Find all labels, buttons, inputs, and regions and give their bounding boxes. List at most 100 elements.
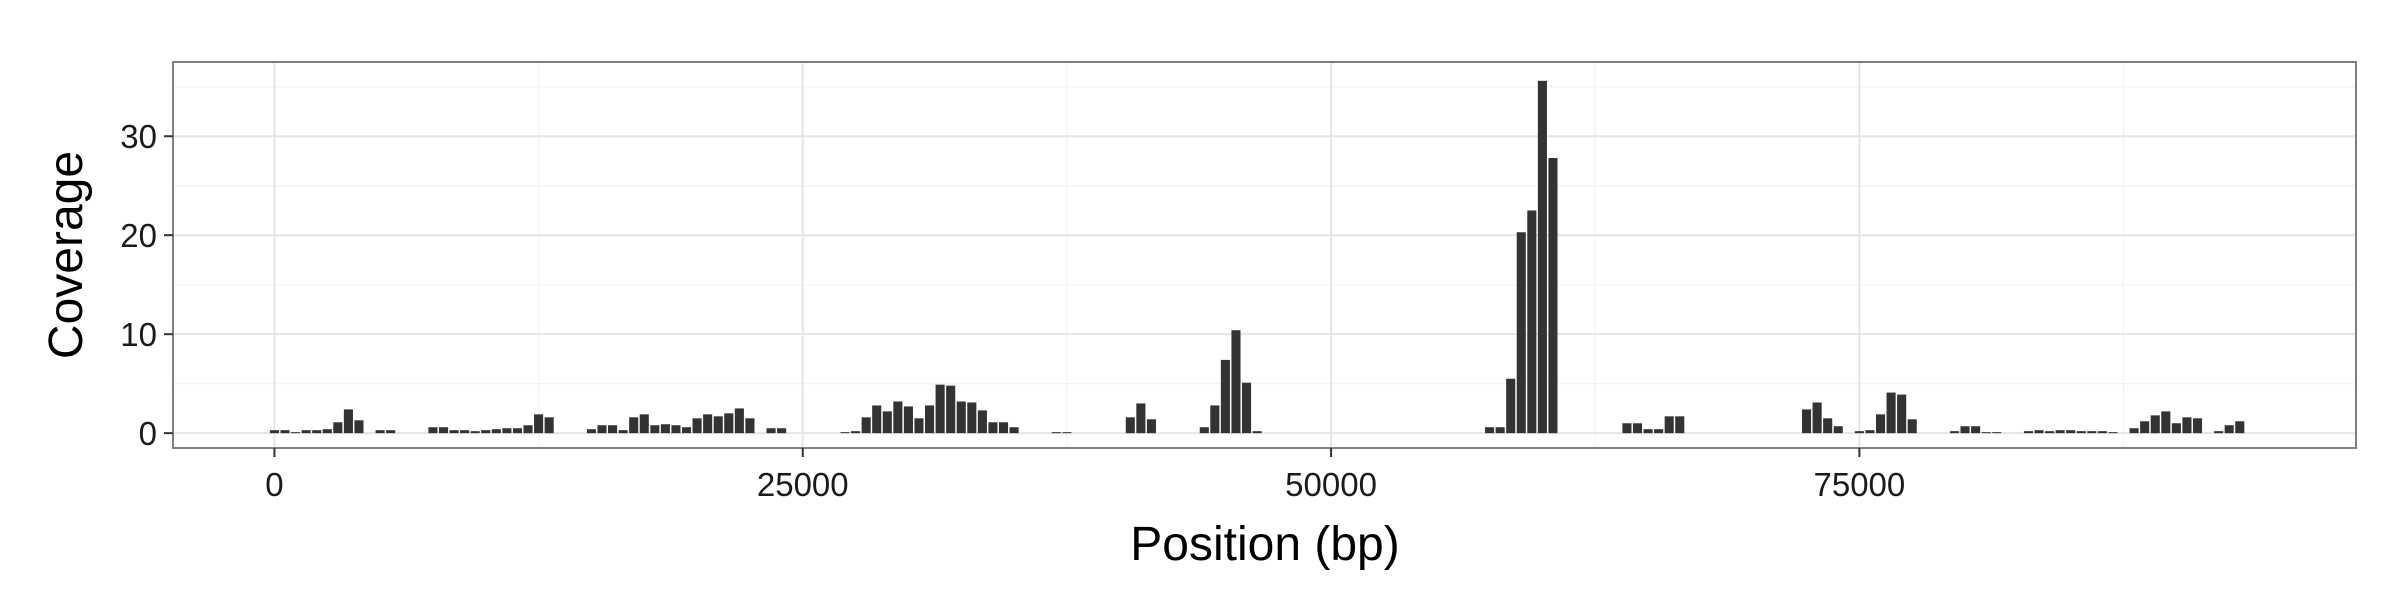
coverage-bar [523,425,533,434]
panel-border [172,61,2357,449]
coverage-bar [354,420,364,434]
coverage-bar [2097,431,2107,434]
tick-labels: 0 25000 50000 75000 0 10 20 30 [120,118,1905,503]
panel-background [173,62,2356,448]
coverage-bar [2192,418,2203,434]
coverage-bar [597,425,607,434]
coverage-bar [1622,423,1632,434]
x-tick-label: 0 [265,466,283,503]
coverage-bar [1231,330,1241,434]
bars [269,80,2245,434]
coverage-bar [946,385,956,434]
coverage-bar [1125,417,1135,434]
y-tick-label: 0 [139,415,157,452]
coverage-bar [502,428,512,434]
coverage-bar [777,428,787,434]
coverage-bar [491,429,501,434]
y-tick-label: 20 [120,217,157,254]
coverage-bar [1527,210,1537,434]
coverage-bar [956,401,966,434]
coverage-bar [1654,429,1664,434]
coverage-bar [1252,431,1262,434]
coverage-bar [903,406,913,434]
coverage-bar [872,405,882,434]
coverage-bar [1981,432,1991,434]
coverage-bar [1051,432,1061,434]
coverage-bar [766,428,776,434]
coverage-bar [925,405,935,434]
coverage-bar [713,416,723,434]
coverage-bar [882,411,892,434]
coverage-bar [2023,431,2033,434]
coverage-bar [692,418,702,434]
coverage-bar [1516,232,1526,434]
coverage-bar [2076,431,2086,434]
coverage-bar [1643,429,1653,434]
coverage-bar [1241,382,1252,434]
coverage-bar [269,430,279,434]
coverage-bar [1485,427,1495,434]
coverage-bar [2150,415,2160,434]
coverage-bar [967,402,977,434]
coverage-bar [745,418,755,434]
coverage-bar [914,418,924,434]
coverage-bar [2171,423,2181,434]
coverage-bar [1992,432,2002,434]
x-tick-label: 75000 [1814,466,1906,503]
coverage-bar [544,417,554,434]
coverage-bar [449,430,459,434]
coverage-bar [1875,414,1886,434]
coverage-bar [322,429,332,434]
coverage-bar [998,422,1009,434]
coverage-bar [1136,403,1146,434]
coverage-bar [629,417,639,434]
coverage-bar [2140,421,2150,434]
coverage-bar [291,432,301,434]
coverage-bar [2182,417,2192,434]
coverage-bar [1537,80,1547,434]
y-axis-title: Coverage [40,151,93,359]
coverage-bar [2235,421,2245,434]
coverage-bar [586,429,596,434]
coverage-bar [534,414,544,434]
coverage-bar [1210,405,1220,434]
coverage-bar [481,430,491,434]
coverage-bar [1960,426,1970,434]
coverage-bar [851,431,861,434]
coverage-bar [2214,431,2224,434]
coverage-bar [1823,418,1833,434]
coverage-bar [386,430,396,434]
coverage-bar [1854,431,1864,434]
coverage-bar [375,430,385,434]
coverage-bar [840,432,850,434]
coverage-bar [893,401,903,434]
coverage-bar [1146,419,1156,434]
coverage-bar [470,431,480,434]
coverage-bar [312,430,322,434]
coverage-bar [703,414,713,434]
coverage-bar [1632,423,1643,434]
coverage-bar [977,410,987,434]
coverage-bar [438,427,449,434]
y-tick-label: 30 [120,118,157,155]
coverage-bar [861,417,871,434]
coverage-bar [2129,428,2139,434]
coverage-bar [1949,431,1960,434]
coverage-bar [460,430,470,434]
coverage-bar [1802,409,1812,434]
coverage-bar [2045,431,2055,434]
coverage-bar [734,408,744,434]
coverage-bar [301,430,311,434]
coverage-bar [618,430,628,434]
coverage-bar [1495,427,1505,434]
coverage-bar [1833,426,1843,434]
coverage-bar [1548,158,1558,434]
coverage-bar [1220,359,1230,434]
coverage-bar [639,414,649,434]
axes [164,135,1861,457]
coverage-bar [650,425,660,434]
coverage-bar [1199,427,1209,434]
coverage-bar [2034,430,2044,434]
coverage-bar [724,413,734,434]
